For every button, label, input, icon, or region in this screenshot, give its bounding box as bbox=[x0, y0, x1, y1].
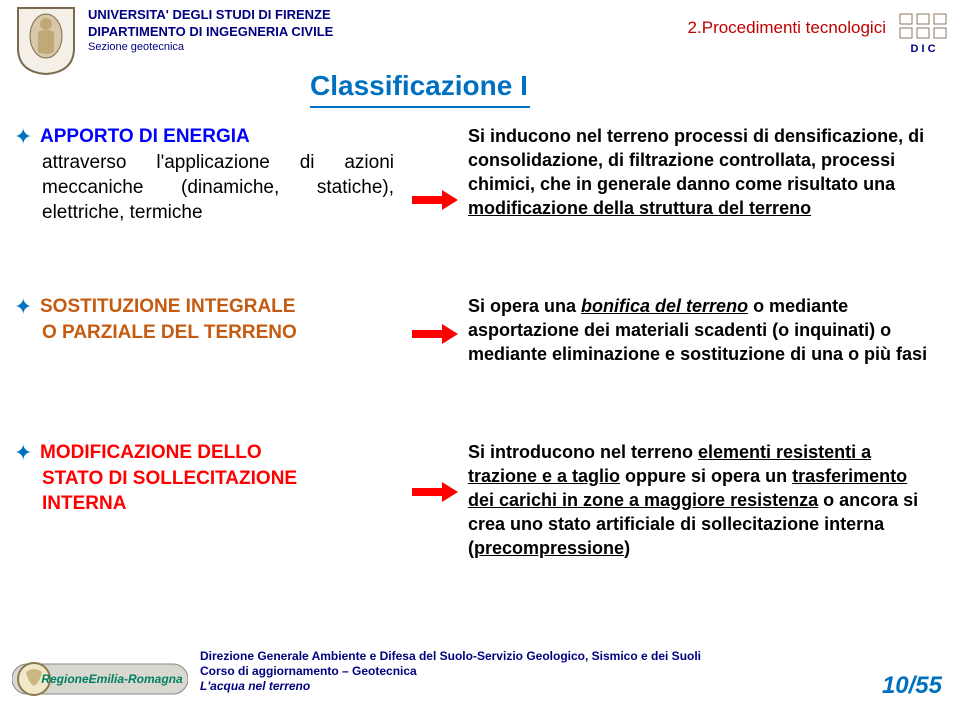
r3a: Si introducono nel terreno bbox=[468, 442, 698, 462]
arrow-icon bbox=[412, 324, 458, 344]
title-underline bbox=[310, 106, 530, 108]
arrow-icon bbox=[412, 190, 458, 210]
header-block: UNIVERSITA' DEGLI STUDI DI FIRENZE DIPAR… bbox=[88, 6, 333, 55]
right-block-2: Si opera una bonifica del terreno o medi… bbox=[468, 294, 952, 366]
r3g: ) bbox=[624, 538, 630, 558]
r2-text-a: Si opera una bbox=[468, 296, 581, 316]
left-item-3: ✦MODIFICAZIONE DELLO STATO DI SOLLECITAZ… bbox=[14, 440, 394, 516]
svg-text:D I C: D I C bbox=[910, 43, 935, 55]
left-item-1: ✦APPORTO DI ENERGIA attraverso l'applica… bbox=[14, 124, 394, 225]
item2-head2: O PARZIALE DEL TERRENO bbox=[42, 320, 394, 345]
section-label: 2.Procedimenti tecnologici bbox=[688, 18, 886, 38]
slide-title: Classificazione I bbox=[310, 70, 528, 102]
item1-body: attraverso l'applicazione di azioni mecc… bbox=[42, 150, 394, 225]
header-section: Sezione geotecnica bbox=[88, 40, 333, 55]
region-logo: RegioneEmilia-Romagna bbox=[12, 660, 188, 702]
arrow-icon bbox=[412, 482, 458, 502]
item3-head2: STATO DI SOLLECITAZIONE bbox=[42, 466, 394, 491]
r3f: precompressione bbox=[474, 538, 624, 558]
left-item-2: ✦SOSTITUZIONE INTEGRALE O PARZIALE DEL T… bbox=[14, 294, 394, 345]
dic-logo: D I C bbox=[898, 12, 948, 56]
footer-line-3: L'acqua nel terreno bbox=[200, 679, 701, 694]
item2-head1: SOSTITUZIONE INTEGRALE bbox=[40, 296, 295, 317]
r1-under: modificazione della struttura del terren… bbox=[468, 198, 811, 218]
star-icon: ✦ bbox=[14, 124, 40, 150]
footer-line-1: Direzione Generale Ambiente e Difesa del… bbox=[200, 649, 701, 664]
right-block-1: Si inducono nel terreno processi di dens… bbox=[468, 124, 952, 220]
footer-text: Direzione Generale Ambiente e Difesa del… bbox=[200, 649, 701, 694]
slide-number: 10/55 bbox=[882, 672, 942, 700]
svg-text:RegioneEmilia-Romagna: RegioneEmilia-Romagna bbox=[41, 672, 183, 686]
footer-line-2: Corso di aggiornamento – Geotecnica bbox=[200, 664, 701, 679]
r3c: oppure si opera un bbox=[620, 466, 792, 486]
item1-head: APPORTO DI ENERGIA bbox=[40, 126, 250, 147]
university-shield-logo bbox=[14, 4, 78, 76]
right-block-3: Si introducono nel terreno elementi resi… bbox=[468, 440, 928, 560]
r2-under: bonifica del terreno bbox=[581, 296, 748, 316]
r1-text: Si inducono nel terreno processi di dens… bbox=[468, 126, 924, 194]
header-department: DIPARTIMENTO DI INGEGNERIA CIVILE bbox=[88, 23, 333, 40]
item3-head3: INTERNA bbox=[42, 491, 394, 516]
item3-head1: MODIFICAZIONE DELLO bbox=[40, 442, 262, 463]
star-icon: ✦ bbox=[14, 294, 40, 320]
star-icon: ✦ bbox=[14, 440, 40, 466]
header-university: UNIVERSITA' DEGLI STUDI DI FIRENZE bbox=[88, 6, 333, 23]
